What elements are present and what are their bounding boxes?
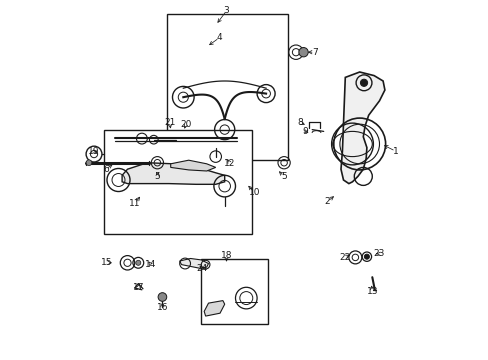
Bar xyxy=(104,130,251,234)
Polygon shape xyxy=(170,160,215,171)
Bar xyxy=(167,14,287,160)
Polygon shape xyxy=(122,163,224,184)
Text: 16: 16 xyxy=(156,303,168,312)
Text: 21: 21 xyxy=(163,118,175,127)
Text: 11: 11 xyxy=(129,199,140,208)
Text: 14: 14 xyxy=(145,260,156,269)
Bar xyxy=(201,259,267,324)
Text: 9: 9 xyxy=(302,127,307,136)
Text: 22: 22 xyxy=(338,253,349,262)
Text: 4: 4 xyxy=(216,33,222,42)
Text: 18: 18 xyxy=(220,251,232,260)
Circle shape xyxy=(364,254,368,259)
Text: 8: 8 xyxy=(297,118,303,127)
Polygon shape xyxy=(340,72,384,184)
Text: 2: 2 xyxy=(324,197,329,206)
Text: 15: 15 xyxy=(101,258,113,267)
Circle shape xyxy=(86,160,92,166)
Text: 10: 10 xyxy=(248,188,260,197)
Text: 20: 20 xyxy=(180,120,191,129)
Text: 13: 13 xyxy=(366,287,377,296)
Text: 1: 1 xyxy=(392,147,398,156)
Text: 3: 3 xyxy=(223,6,229,15)
Circle shape xyxy=(158,293,166,301)
Text: 23: 23 xyxy=(373,249,385,258)
Text: 17: 17 xyxy=(132,284,144,292)
Circle shape xyxy=(360,79,367,86)
Circle shape xyxy=(136,260,141,265)
Text: 6: 6 xyxy=(103,165,108,174)
Polygon shape xyxy=(179,258,208,268)
Text: 24: 24 xyxy=(196,264,207,273)
Circle shape xyxy=(298,48,307,57)
Text: 7: 7 xyxy=(311,48,317,57)
Text: 12: 12 xyxy=(224,159,235,168)
Text: 5: 5 xyxy=(154,172,160,181)
Text: 19: 19 xyxy=(87,147,99,156)
Polygon shape xyxy=(204,301,224,316)
Text: 5: 5 xyxy=(281,172,286,181)
